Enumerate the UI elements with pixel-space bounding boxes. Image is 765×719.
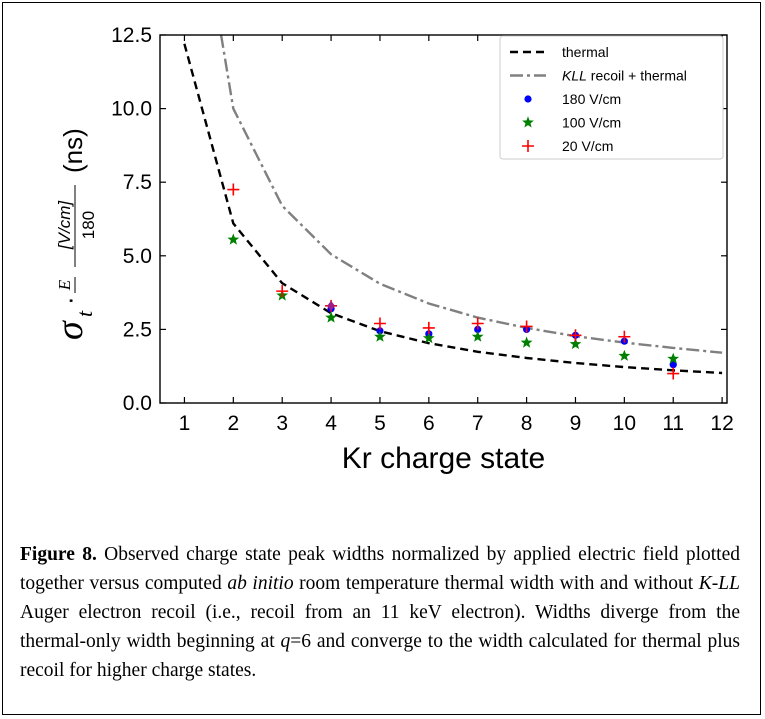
data-point: [618, 349, 631, 361]
y-label-num: [V/cm]: [55, 200, 74, 250]
data-point: [422, 332, 435, 344]
data-point: [569, 337, 582, 350]
data-point: [327, 300, 336, 311]
y-label-den: 180: [79, 211, 98, 239]
data-point: [520, 320, 533, 333]
x-tick-label: 7: [472, 412, 484, 435]
data-point: [618, 330, 631, 343]
caption-italic-3: q: [280, 631, 291, 652]
legend-marker: [522, 140, 534, 152]
data-point: [520, 336, 533, 348]
data-point: [373, 317, 386, 330]
legend-box: [499, 35, 724, 160]
data-point: [667, 352, 680, 364]
x-tick-label: 8: [521, 412, 533, 435]
legend-label: KLL recoil + thermal: [562, 68, 687, 84]
y-axis-label: σt · E [V/cm] 180 (ns): [49, 128, 98, 340]
x-tick-label: 1: [179, 412, 191, 435]
series-line-1: [219, 35, 723, 354]
data-point: [227, 233, 240, 245]
y-label-e: E: [55, 279, 74, 291]
data-point: [276, 285, 289, 298]
x-tick-label: 2: [227, 412, 239, 435]
data-point: [667, 367, 680, 380]
caption-text-3: Auger electron recoil (i.e., recoil from…: [20, 602, 740, 652]
y-tick-label: 2.5: [123, 318, 152, 341]
y-label-units: (ns): [58, 128, 88, 173]
y-label-sigma: σ: [49, 320, 91, 340]
data-point: [471, 330, 484, 342]
data-point: [227, 183, 240, 196]
x-tick-label: 12: [710, 412, 733, 435]
x-tick-label: 11: [662, 412, 684, 435]
data-point: [569, 329, 582, 342]
data-point: [325, 311, 337, 323]
y-label-sub: t: [72, 310, 97, 317]
x-tick-label: 9: [570, 412, 582, 435]
x-axis-label: Kr charge state: [342, 442, 545, 475]
legend-label: thermal: [562, 44, 609, 60]
caption-text-2: room temperature thermal width with and …: [293, 573, 699, 594]
data-point: [471, 317, 484, 330]
x-tick-label: 5: [374, 412, 386, 435]
caption-italic-1: ab initio: [227, 573, 294, 594]
x-tick-label: 6: [423, 412, 435, 435]
y-tick-label: 10.0: [111, 98, 152, 121]
figure-caption: Figure 8. Observed charge state peak wid…: [20, 540, 740, 685]
plot-frame: [159, 34, 728, 404]
y-label-dot: ·: [54, 296, 84, 305]
series-line-0: [183, 43, 723, 375]
data-point: [374, 330, 386, 342]
chart: 1 2 3 4 5 6 7 8 9 10 11 120.02.55.07.510.012.5Kr ch…: [49, 24, 734, 475]
caption-text-4: =6 and converge to the width calculated …: [20, 631, 741, 681]
legend-label: 20 V/cm: [562, 138, 613, 154]
x-tick-label: 10: [613, 412, 636, 435]
x-tick-label: 4: [325, 412, 337, 435]
y-tick-label: 0.0: [123, 392, 152, 415]
legend-label: 180 V/cm: [562, 91, 621, 107]
caption-italic-2: K-LL: [698, 573, 740, 594]
legend-marker: [524, 95, 532, 103]
caption-text-1: Observed charge state peak widths normal…: [20, 544, 740, 594]
y-tick-label: 5.0: [123, 245, 152, 268]
legend-marker: [522, 116, 534, 128]
data-point: [669, 361, 677, 369]
x-tick-label: 3: [276, 412, 288, 435]
data-point: [422, 321, 435, 334]
caption-label: Figure 8.: [20, 544, 97, 565]
y-tick-label: 12.5: [111, 24, 152, 47]
legend-label: 100 V/cm: [562, 115, 621, 131]
y-tick-label: 7.5: [123, 171, 152, 194]
